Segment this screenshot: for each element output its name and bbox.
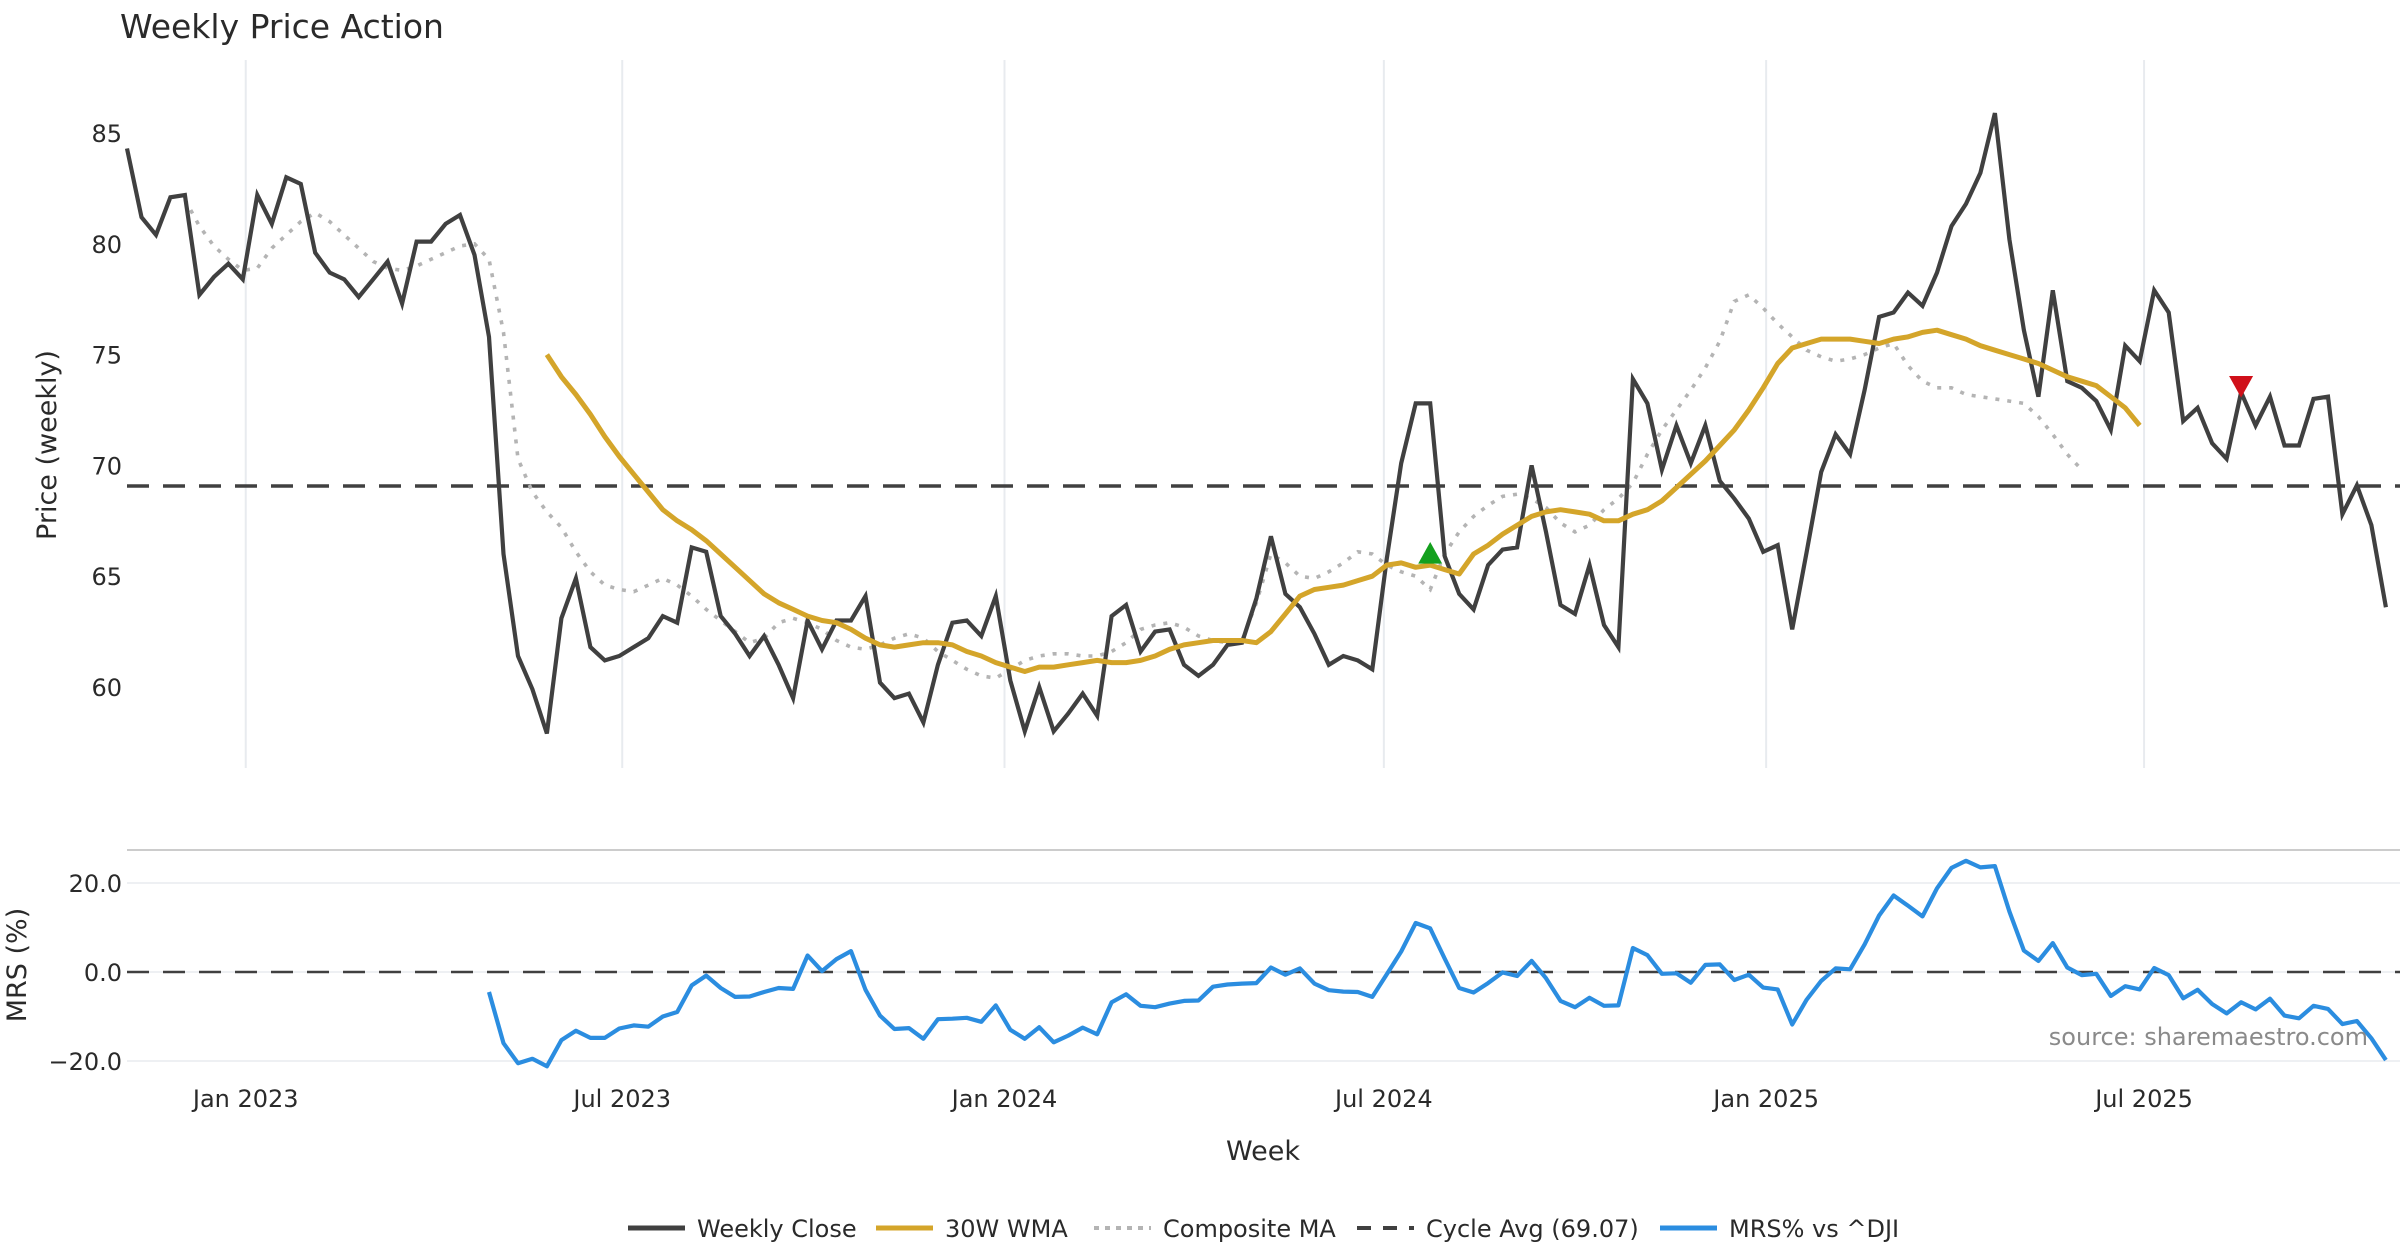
- signal-markers: [1418, 376, 2254, 564]
- price-y-tick-label: 75: [91, 342, 122, 370]
- legend: Weekly Close 30W WMA Composite MA Cycle Avg…: [628, 1215, 1899, 1243]
- price-y-tick-label: 65: [91, 563, 122, 591]
- legend-mrs-label: MRS% vs ^DJI: [1729, 1215, 1899, 1243]
- price-y-axis-label: Price (weekly): [32, 350, 63, 540]
- x-tick-label: Jan 2024: [950, 1085, 1058, 1113]
- mrs-line: [486, 858, 2388, 1069]
- mrs-y-axis-label: MRS (%): [2, 908, 33, 1023]
- price-y-tick-label: 60: [91, 674, 122, 702]
- composite-ma-line: [183, 198, 2084, 680]
- legend-30w-wma-label: 30W WMA: [945, 1215, 1068, 1243]
- price-x-gridlines: [244, 60, 2146, 768]
- x-axis-label: Week: [1226, 1136, 1300, 1167]
- price-y-ticks: 60 65 70 75 80 85: [91, 120, 122, 702]
- x-tick-label: Jan 2025: [1711, 1085, 1819, 1113]
- mrs-y-ticks: 20.0 0.0 −20.0: [48, 870, 122, 1076]
- price-y-tick-label: 85: [91, 120, 122, 148]
- sell-signal-marker: [2229, 376, 2254, 398]
- x-axis-ticks: Jan 2023 Jul 2023 Jan 2024 Jul 2024 Jan 2025…: [191, 1085, 2193, 1113]
- x-tick-label: Jul 2023: [571, 1085, 671, 1113]
- price-y-tick-label: 80: [91, 231, 122, 259]
- price-y-tick-label: 70: [91, 452, 122, 480]
- legend-mrs: MRS% vs ^DJI: [1660, 1215, 1899, 1243]
- legend-30w-wma: 30W WMA: [876, 1215, 1068, 1243]
- weekly-close-line: [124, 112, 2388, 739]
- mrs-y-tick-label: −20.0: [48, 1048, 122, 1076]
- wma-30w-line: [544, 327, 2142, 674]
- x-tick-label: Jul 2025: [2093, 1085, 2193, 1113]
- x-tick-label: Jan 2023: [191, 1085, 299, 1113]
- legend-composite-ma-label: Composite MA: [1163, 1215, 1336, 1243]
- legend-cycle-avg: Cycle Avg (69.07): [1357, 1215, 1639, 1243]
- buy-signal-marker: [1418, 542, 1443, 564]
- source-note: source: sharemaestro.com: [2049, 1023, 2368, 1051]
- legend-weekly-close: Weekly Close: [628, 1215, 857, 1243]
- legend-composite-ma: Composite MA: [1094, 1215, 1336, 1243]
- x-tick-label: Jul 2024: [1333, 1085, 1433, 1113]
- mrs-y-tick-label: 20.0: [69, 870, 122, 898]
- legend-cycle-avg-label: Cycle Avg (69.07): [1426, 1215, 1639, 1243]
- mrs-y-tick-label: 0.0: [84, 959, 122, 987]
- chart-title: Weekly Price Action: [120, 7, 444, 46]
- legend-weekly-close-label: Weekly Close: [697, 1215, 857, 1243]
